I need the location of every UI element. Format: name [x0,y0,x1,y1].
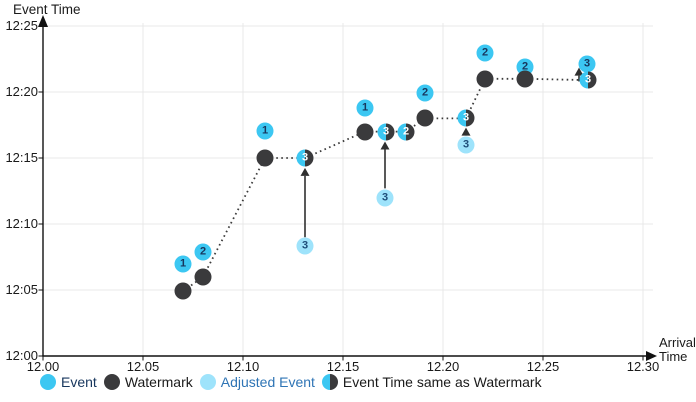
y-axis-title: Event Time [13,2,81,17]
watermark-marker [174,282,192,300]
x-axis-arrow-icon [646,351,657,361]
watermark-marker [516,70,534,88]
legend-item-same-as-watermark: Event Time same as Watermark [321,374,542,390]
adjustment-arrow-head-icon [380,141,390,150]
legend-label: Watermark [124,374,193,390]
legend-item-event: Event [40,374,97,390]
event-marker: 1 [174,255,192,273]
event-legend-dot-icon [40,374,56,390]
y-tick-label: 12:05 [5,282,38,297]
y-tick-label: 12:15 [5,150,38,165]
event-same-as-watermark-marker: 2 [397,123,415,141]
watermark-marker [356,123,374,141]
event-same-as-watermark-marker: 3 [579,71,597,89]
event-same-as-watermark-marker: 3 [296,149,314,167]
x-tick-label: 12.05 [126,359,160,374]
event-marker: 3 [578,55,596,73]
event-marker: 2 [416,84,434,102]
x-tick-label: 12.25 [526,359,560,374]
event-marker: 1 [356,99,374,117]
watermark-legend-dot-icon [103,374,120,390]
adjustment-arrow-head-icon [300,167,310,176]
x-tick-label: 12.15 [326,359,360,374]
x-axis-title: Arrival Time [659,336,696,364]
x-tick-label: 12.20 [426,359,460,374]
event-same-as-watermark-marker: 3 [457,109,475,127]
adjusted-event-legend-dot-icon [199,374,216,390]
legend: Event Watermark Adjusted Event Event Time s… [40,374,542,390]
event-same-as-watermark-marker: 3 [377,123,395,141]
y-tick-label: 12:20 [5,84,38,99]
event-marker: 2 [194,243,212,261]
same-as-watermark-legend-dot-icon [321,374,338,390]
x-axis-title-line2: Time [659,349,688,364]
watermark-marker [416,109,434,127]
x-axis-title-line1: Arrival [659,335,696,350]
watermark-marker [256,149,274,167]
adjusted-event-marker: 3 [376,189,394,207]
x-tick-label: 12.00 [26,359,60,374]
legend-item-adjusted-event: Adjusted Event [199,374,315,390]
watermark-dotted-line [182,77,589,293]
x-tick-label: 12.10 [226,359,260,374]
legend-label: Event Time same as Watermark [342,374,542,390]
y-tick-label: 12:10 [5,216,38,231]
y-tick-label: 12:00 [5,348,38,363]
adjusted-event-marker: 3 [457,136,475,154]
x-tick-label: 12.30 [626,359,660,374]
event-marker: 2 [476,44,494,62]
adjustment-arrow-head-icon [461,127,471,136]
watermark-marker [194,268,212,286]
legend-item-watermark: Watermark [103,374,193,390]
legend-label: Adjusted Event [220,374,315,390]
y-axis-arrow-icon [38,15,48,27]
event-marker: 1 [256,122,274,140]
adjusted-event-marker: 3 [296,237,314,255]
watermark-marker [476,70,494,88]
y-tick-label: 12:25 [5,18,38,33]
legend-label: Event [61,374,97,390]
